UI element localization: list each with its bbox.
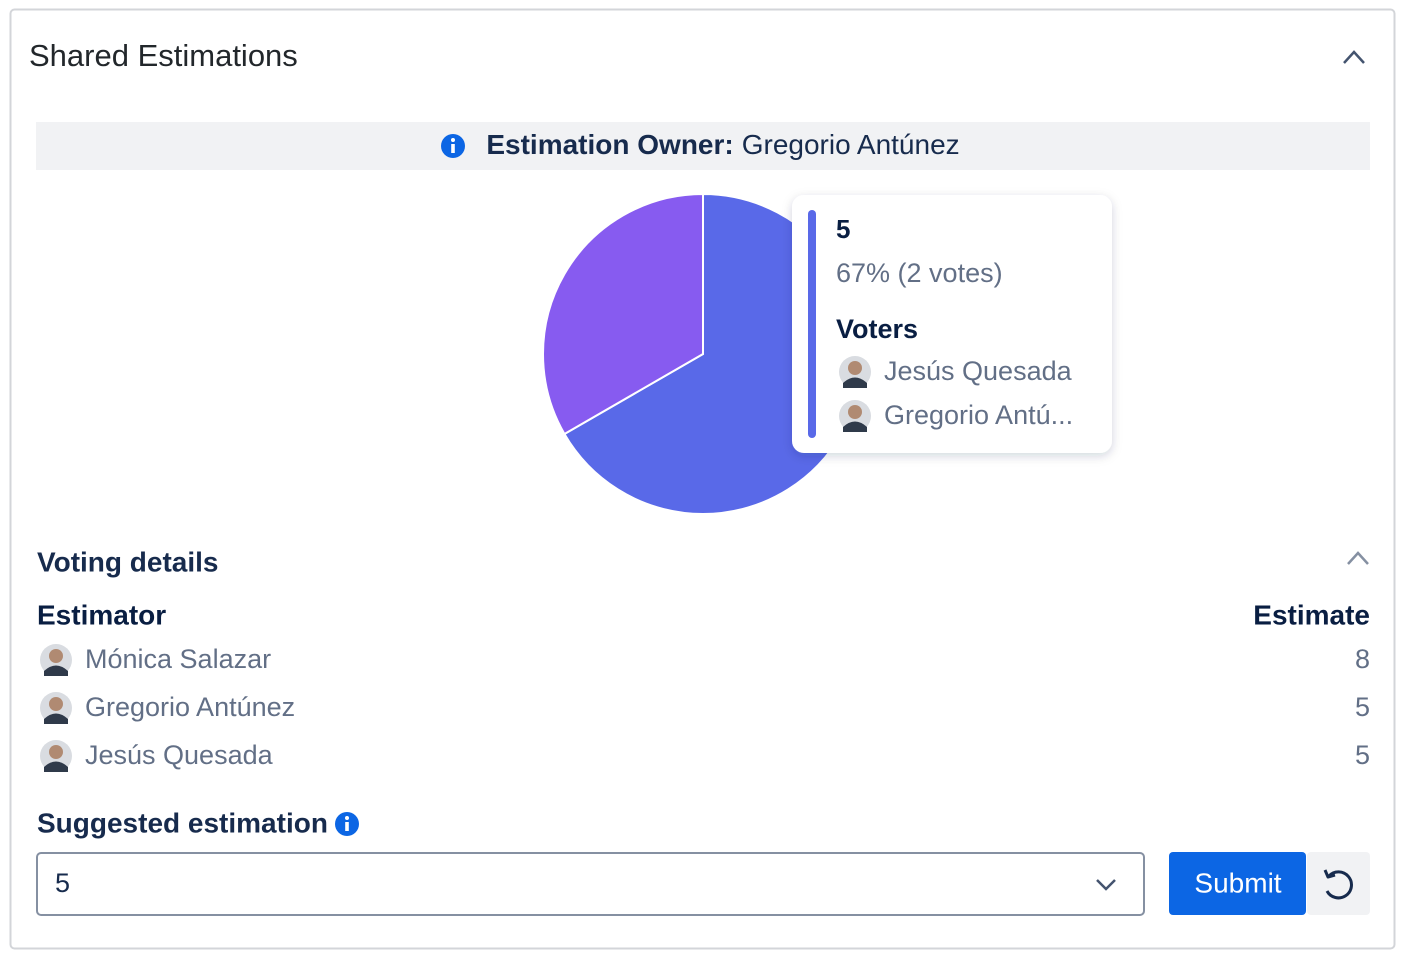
- avatar: [839, 356, 871, 388]
- estimate-value: 5: [1355, 740, 1370, 770]
- info-icon: [335, 812, 359, 836]
- info-icon: [441, 134, 465, 158]
- avatar: [40, 740, 72, 772]
- select-value: 5: [55, 868, 70, 898]
- estimator-name: Mónica Salazar: [85, 644, 271, 674]
- submit-label: Submit: [1194, 867, 1281, 898]
- collapse-button[interactable]: [1343, 50, 1365, 64]
- select[interactable]: [36, 852, 1145, 916]
- tooltip-accent: [808, 210, 816, 438]
- section-title: Voting details: [37, 546, 219, 577]
- tooltip: [792, 195, 1112, 453]
- estimator-name: Jesús Quesada: [85, 740, 274, 770]
- reset-icon: [1323, 869, 1353, 900]
- collapse-button[interactable]: [1347, 551, 1369, 565]
- select-chevron: [1096, 879, 1116, 891]
- tooltip-voters-title: Voters: [836, 314, 918, 344]
- table-rows: Mónica Salazar 8 Gregorio Antúnez 5 Jesús Qu…: [40, 644, 1370, 772]
- submit-button[interactable]: [1169, 852, 1306, 915]
- owner-text: Estimation Owner: Gregorio Antúnez: [486, 129, 959, 160]
- avatar: [40, 644, 72, 676]
- estimate-value: 5: [1355, 692, 1370, 722]
- column-header: Estimator: [37, 599, 166, 630]
- avatar: [839, 400, 871, 432]
- avatar: [40, 692, 72, 724]
- tooltip-category: 5: [836, 214, 850, 244]
- owner-label: Estimation Owner:: [486, 129, 733, 160]
- voter: Jesús Quesada: [884, 356, 1073, 386]
- pie-slice: [542, 192, 704, 436]
- pie-chart: [542, 192, 864, 515]
- column-header: Estimate: [1253, 599, 1370, 630]
- reset-button[interactable]: [1307, 852, 1370, 915]
- voter: Gregorio Antú...: [884, 400, 1073, 430]
- estimate-value: 8: [1355, 644, 1370, 674]
- field-label: Suggested estimation: [37, 807, 328, 838]
- tooltip-value: 67% (2 votes): [836, 258, 1003, 288]
- estimator-name: Gregorio Antúnez: [85, 692, 295, 722]
- title: Shared Estimations: [29, 38, 298, 73]
- owner-banner: [36, 122, 1370, 170]
- owner-name: Gregorio Antúnez: [742, 129, 960, 160]
